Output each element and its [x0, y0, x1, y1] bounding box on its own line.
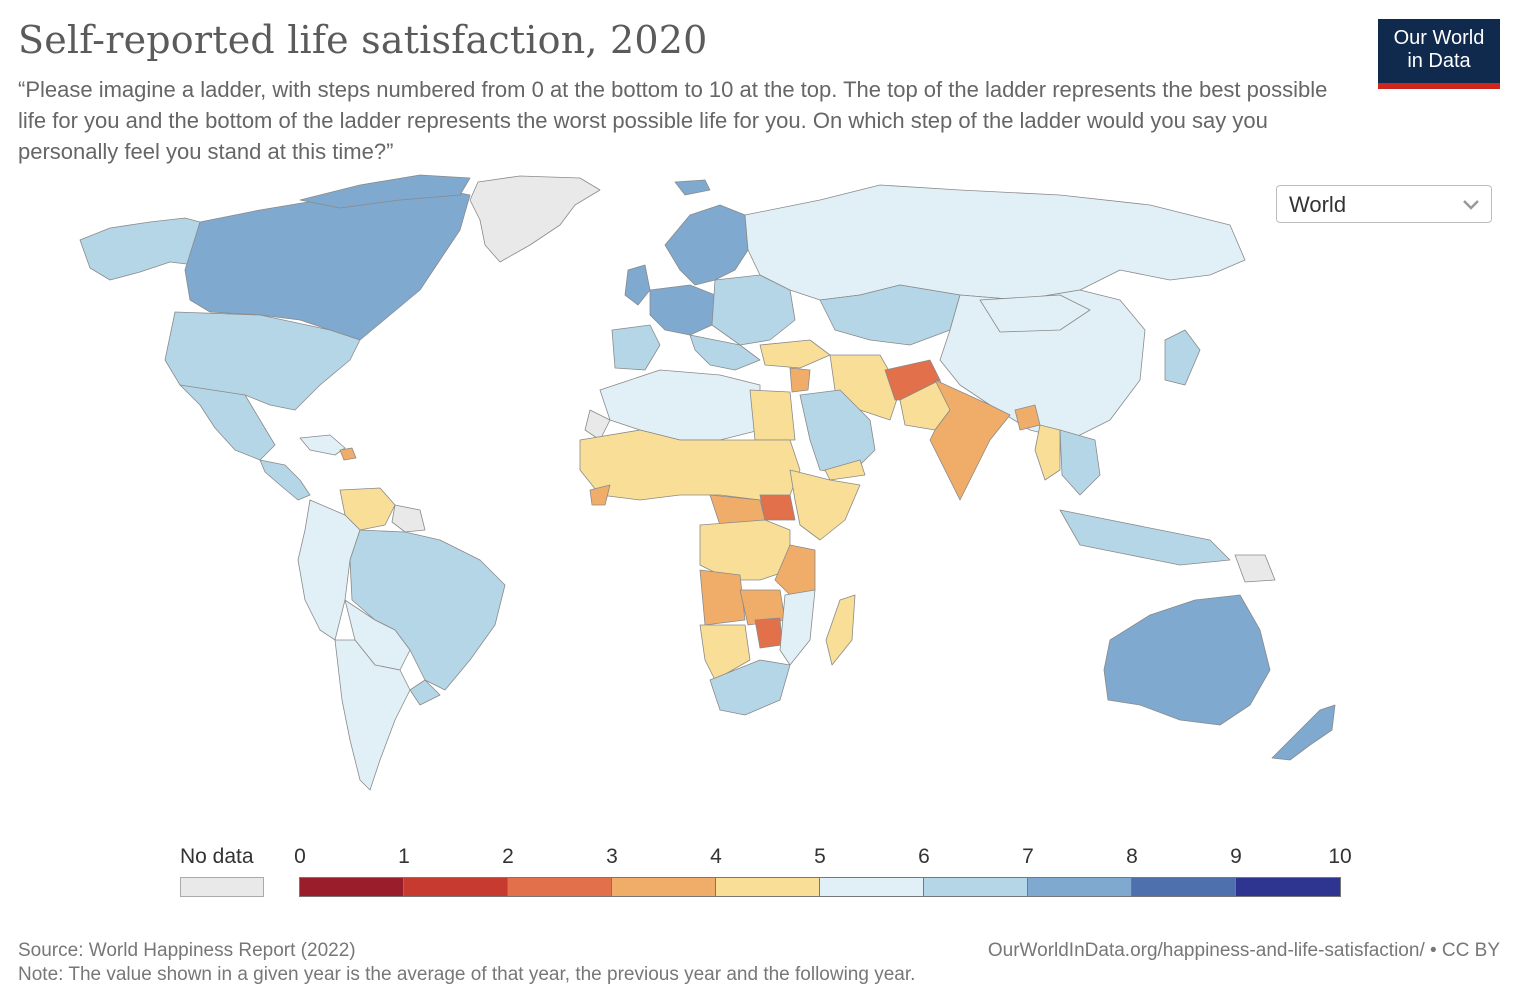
region-western-europe[interactable]	[649, 284, 716, 336]
legend-tick-label: 10	[1328, 845, 1352, 868]
note-text: Note: The value shown in a given year is…	[18, 964, 916, 985]
region-select-value: World	[1289, 192, 1347, 217]
legend-tick-label: 2	[502, 845, 514, 868]
region-angola[interactable]	[699, 569, 746, 626]
region-horn-of-africa[interactable]	[789, 469, 861, 541]
legend-bin-5[interactable]	[820, 878, 924, 896]
chevron-down-icon	[1463, 200, 1479, 210]
region-greenland[interactable]	[469, 175, 601, 263]
legend-bin-2[interactable]	[508, 878, 612, 896]
world-map[interactable]	[0, 160, 1516, 820]
legend-no-data-label: No data	[180, 845, 254, 868]
chart-subtitle: “Please imagine a ladder, with steps num…	[18, 77, 1328, 164]
region-madagascar[interactable]	[825, 594, 856, 666]
legend-tick-label: 1	[398, 845, 410, 868]
region-iberia[interactable]	[611, 324, 661, 371]
region-north-africa[interactable]	[599, 369, 761, 441]
region-iran[interactable]	[829, 354, 901, 421]
logo-line-1: Our World	[1393, 27, 1485, 49]
region-uruguay[interactable]	[409, 679, 441, 706]
region-italy-balkans[interactable]	[689, 334, 761, 371]
chart-title: Self-reported life satisfaction, 2020	[18, 18, 708, 62]
legend-bin-1[interactable]	[404, 878, 508, 896]
region-australia[interactable]	[1103, 594, 1271, 726]
region-caribbean[interactable]	[299, 434, 346, 456]
region-mozambique[interactable]	[779, 589, 816, 666]
region-uk[interactable]	[624, 264, 651, 306]
legend-bin-3[interactable]	[612, 878, 716, 896]
region-yemen[interactable]	[824, 459, 866, 481]
legend-bin-6[interactable]	[924, 878, 1028, 896]
region-arctic-islands[interactable]	[299, 174, 471, 209]
region-guianas[interactable]	[391, 504, 426, 533]
region-turkey[interactable]	[759, 339, 831, 369]
legend-tick-label: 6	[918, 845, 930, 868]
region-myanmar[interactable]	[1034, 424, 1061, 481]
legend-bin-9[interactable]	[1236, 878, 1340, 896]
region-arabia[interactable]	[799, 389, 876, 476]
region-congo[interactable]	[699, 519, 791, 581]
legend-tick-label: 4	[710, 845, 722, 868]
region-se-asia[interactable]	[1059, 429, 1101, 496]
source-text: Source: World Happiness Report (2022)	[18, 940, 356, 961]
legend-bin-0[interactable]	[300, 878, 404, 896]
source-url-link[interactable]: OurWorldInData.org/happiness-and-life-sa…	[987, 940, 1500, 961]
legend-tick-label: 3	[606, 845, 618, 868]
legend-color-scale	[299, 877, 1341, 897]
region-new-zealand[interactable]	[1271, 704, 1336, 761]
region-southern-cone[interactable]	[334, 639, 411, 791]
region-south-sudan[interactable]	[759, 494, 796, 521]
legend-tick-label: 0	[294, 845, 306, 868]
region-sahel[interactable]	[579, 429, 801, 501]
region-namibia-botswana[interactable]	[699, 624, 751, 681]
region-brazil[interactable]	[349, 529, 506, 691]
region-india[interactable]	[929, 379, 1011, 501]
region-china[interactable]	[939, 289, 1146, 441]
region-bangladesh[interactable]	[1014, 404, 1041, 431]
logo-line-2: in Data	[1407, 50, 1471, 72]
region-russia[interactable]	[744, 184, 1246, 301]
legend-tick-label: 7	[1022, 845, 1034, 868]
region-egypt[interactable]	[749, 389, 796, 441]
owid-logo[interactable]: Our World in Data	[1378, 19, 1500, 89]
region-central-america[interactable]	[259, 459, 311, 501]
legend-tick-label: 5	[814, 845, 826, 868]
region-levant[interactable]	[789, 367, 811, 393]
legend-bin-8[interactable]	[1132, 878, 1236, 896]
region-west-africa-coast[interactable]	[589, 484, 611, 506]
region-alaska[interactable]	[79, 217, 201, 281]
region-select[interactable]: World	[1276, 185, 1492, 223]
legend-tick-label: 9	[1230, 845, 1242, 868]
region-zimbabwe[interactable]	[754, 617, 783, 649]
region-iceland[interactable]	[674, 179, 711, 196]
region-south-africa[interactable]	[709, 659, 791, 716]
region-japan[interactable]	[1164, 329, 1201, 386]
legend-tick-label: 8	[1126, 845, 1138, 868]
region-mongolia[interactable]	[979, 294, 1091, 333]
region-scandinavia[interactable]	[664, 204, 749, 286]
region-papua-new-guinea[interactable]	[1234, 554, 1276, 583]
legend-bin-7[interactable]	[1028, 878, 1132, 896]
legend-no-data-swatch	[180, 877, 264, 897]
legend-bin-4[interactable]	[716, 878, 820, 896]
region-indonesia[interactable]	[1059, 509, 1231, 566]
region-haiti[interactable]	[339, 447, 357, 461]
